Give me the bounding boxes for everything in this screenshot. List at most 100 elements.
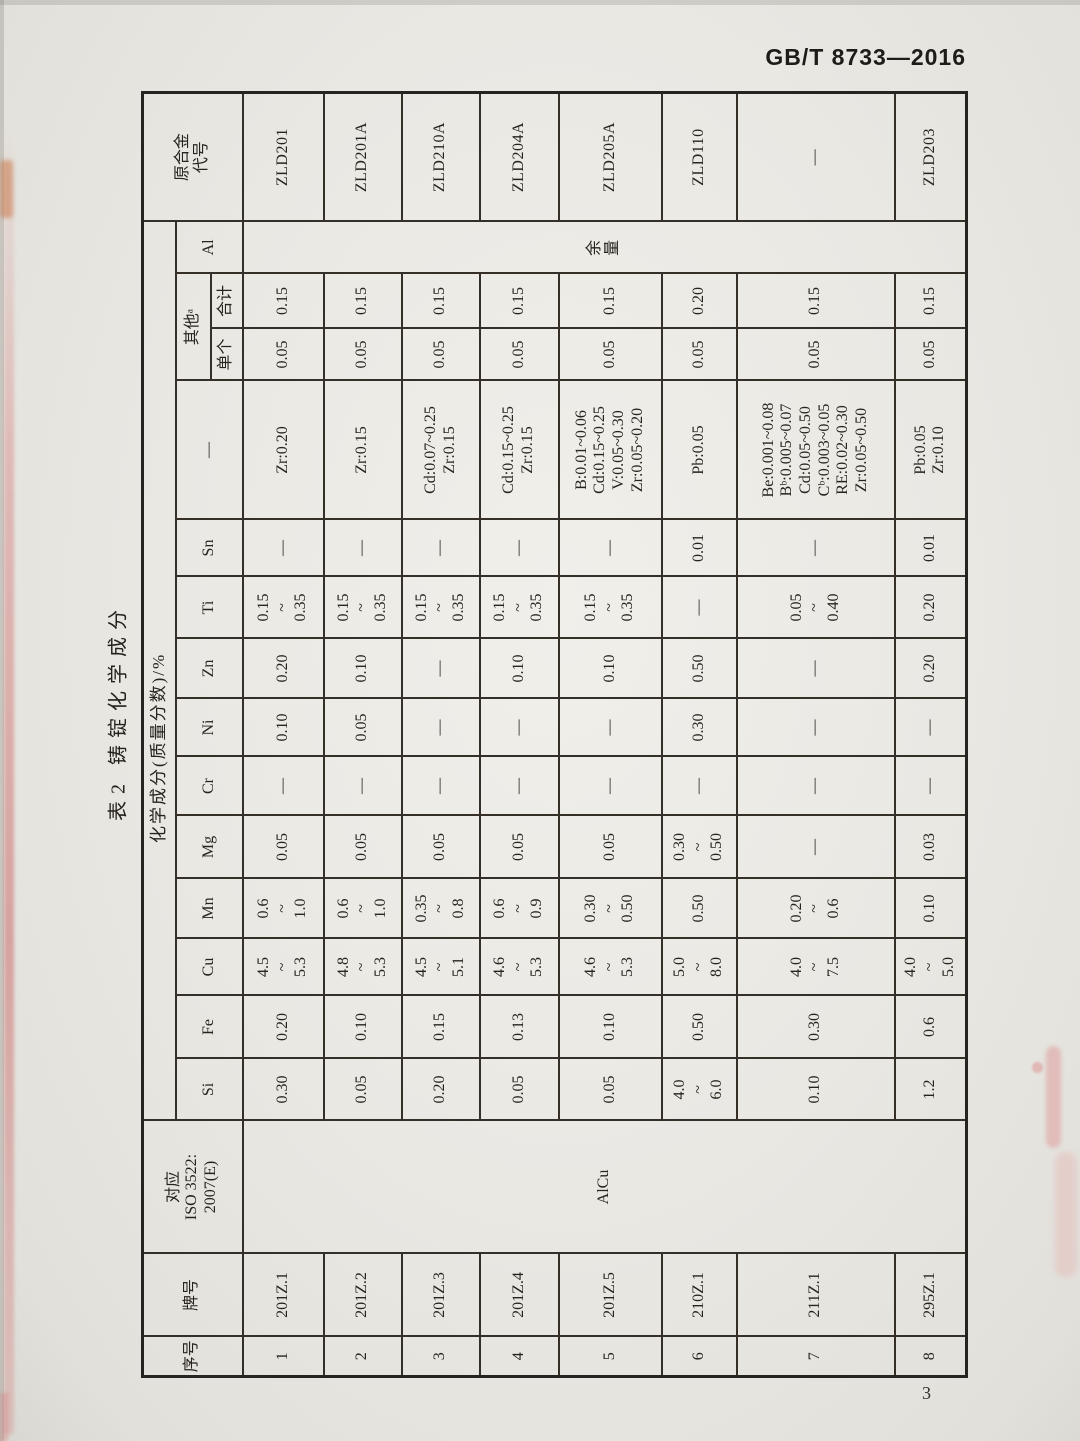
- table-cell: 201Z.1: [242, 1253, 324, 1337]
- table-cell: 0.05: [242, 328, 324, 381]
- table-cell: —: [894, 756, 967, 816]
- table-cell: —: [894, 698, 967, 757]
- header-cu: Cu: [175, 938, 243, 996]
- table-cell: 0.15 ~ 0.35: [401, 576, 480, 639]
- table-cell: 1.2: [894, 1058, 967, 1121]
- table-cell: —: [242, 756, 324, 816]
- table-cell: 0.6 ~ 1.0: [323, 878, 402, 939]
- table-cell: 0.05: [479, 328, 559, 381]
- table-cell: 0.50: [661, 878, 737, 939]
- table-cell: 6: [661, 1336, 737, 1377]
- table-cell: —: [736, 519, 895, 577]
- table-cell: 201Z.4: [479, 1253, 559, 1337]
- table-cell: 0.20: [894, 576, 967, 639]
- table-cell-al-merged: 余 量: [242, 221, 967, 274]
- table-cell: 0.50: [661, 995, 737, 1059]
- table-cell: 0.30 ~ 0.50: [661, 815, 737, 879]
- table-cell: 0.15 ~ 0.35: [479, 576, 559, 639]
- table-cell: 0.15: [479, 273, 559, 329]
- table-cell: 0.15 ~ 0.35: [323, 576, 402, 639]
- table-cell: Zr:0.15: [323, 380, 402, 520]
- table-cell: 0.13: [479, 995, 559, 1059]
- table-cell: 0.05: [323, 328, 402, 381]
- table-cell: 0.05: [323, 1058, 402, 1121]
- table-cell: 211Z.1: [736, 1253, 895, 1337]
- table-cell: ZLD205A: [558, 92, 662, 222]
- table-cell: 5.0 ~ 8.0: [661, 938, 737, 996]
- table-cell: 0.30: [242, 1058, 324, 1121]
- header-serial: 序号: [142, 1336, 243, 1377]
- table-cell: 0.10: [323, 995, 402, 1059]
- table-cell: ZLD201A: [323, 92, 402, 222]
- table-cell: —: [558, 756, 662, 816]
- header-si: Si: [175, 1058, 243, 1121]
- table-cell: 0.30: [661, 698, 737, 757]
- table-cell: 0.15: [242, 273, 324, 329]
- table-cell: 0.05: [558, 815, 662, 879]
- table-cell: 0.6: [894, 995, 967, 1059]
- table-cell: Pb:0.05 Zr:0.10: [894, 380, 967, 520]
- table-cell: 0.10: [558, 638, 662, 699]
- table-cell: Cd:0.15~0.25 Zr:0.15: [479, 380, 559, 520]
- table-cell: 0.10: [736, 1058, 895, 1121]
- table-cell: 0.20: [242, 995, 324, 1059]
- table-cell: 3: [401, 1336, 480, 1377]
- header-single: 单个: [210, 328, 243, 381]
- table-cell: 0.01: [661, 519, 737, 577]
- header-al: Al: [175, 221, 243, 274]
- table-cell: 4.5 ~ 5.1: [401, 938, 480, 996]
- table-cell: —: [661, 576, 737, 639]
- table-cell: —: [736, 698, 895, 757]
- scan-artifact: [1032, 1062, 1043, 1073]
- table-cell: 0.30: [736, 995, 895, 1059]
- table-cell: 0.05: [894, 328, 967, 381]
- header-dash: —: [175, 380, 243, 520]
- scan-artifact: [0, 1393, 8, 1441]
- header-chemical-composition-label: 化学成分(质量分数)/%: [148, 652, 168, 844]
- scan-artifact: [4, 130, 14, 1435]
- table-cell: 295Z.1: [894, 1253, 967, 1337]
- table-cell: 0.05: [401, 815, 480, 879]
- table-cell: 0.6 ~ 1.0: [242, 878, 324, 939]
- table-cell: 4.0 ~ 7.5: [736, 938, 895, 996]
- table-cell: —: [401, 756, 480, 816]
- table-cell: 0.20: [894, 638, 967, 699]
- table-cell: 0.05: [323, 815, 402, 879]
- scan-artifact: [1046, 1046, 1061, 1148]
- table-cell: 0.15: [323, 273, 402, 329]
- table-cell: 210Z.1: [661, 1253, 737, 1337]
- table-caption: 表2 铸锭化学成分: [107, 603, 130, 821]
- table-cell: 0.15: [401, 273, 480, 329]
- table-cell: 4.6 ~ 5.3: [479, 938, 559, 996]
- table-cell: —: [661, 756, 737, 816]
- table-cell: 0.01: [894, 519, 967, 577]
- table-cell: Zr:0.20: [242, 380, 324, 520]
- header-total: 合计: [210, 273, 243, 329]
- table-cell: —: [736, 815, 895, 879]
- table-cell: ZLD201: [242, 92, 324, 222]
- scan-artifact: [1055, 1152, 1077, 1277]
- scan-artifact: [0, 0, 4, 1441]
- table-cell: —: [558, 698, 662, 757]
- table-cell: 4: [479, 1336, 559, 1377]
- standard-code: GB/T 8733—2016: [765, 44, 966, 70]
- table-cell: 0.20: [401, 1058, 480, 1121]
- table-cell: 5: [558, 1336, 662, 1377]
- table-cell: 0.03: [894, 815, 967, 879]
- table-cell: —: [242, 519, 324, 577]
- table-cell: —: [323, 756, 402, 816]
- chemical-composition-table-rotated: 序号 牌号 对应 ISO 3522: 2007(E) 化学成分(质量分数)/% …: [141, 90, 968, 1378]
- table-cell: 4.8 ~ 5.3: [323, 938, 402, 996]
- header-ti: Ti: [175, 576, 243, 639]
- table-cell: ZLD210A: [401, 92, 480, 222]
- table-cell: Be:0.001~0.08 Bᵇ:0.005~0.07 Cd:0.05~0.50…: [736, 380, 895, 520]
- table-cell: 0.20: [661, 273, 737, 329]
- header-zn: Zn: [175, 638, 243, 699]
- table-cell: —: [736, 756, 895, 816]
- table-cell: 0.05: [242, 815, 324, 879]
- table-cell: 0.15: [401, 995, 480, 1059]
- table-cell: 4.0 ~ 6.0: [661, 1058, 737, 1121]
- table-cell: Cd:0.07~0.25 Zr:0.15: [401, 380, 480, 520]
- table-cell: 0.05: [558, 1058, 662, 1121]
